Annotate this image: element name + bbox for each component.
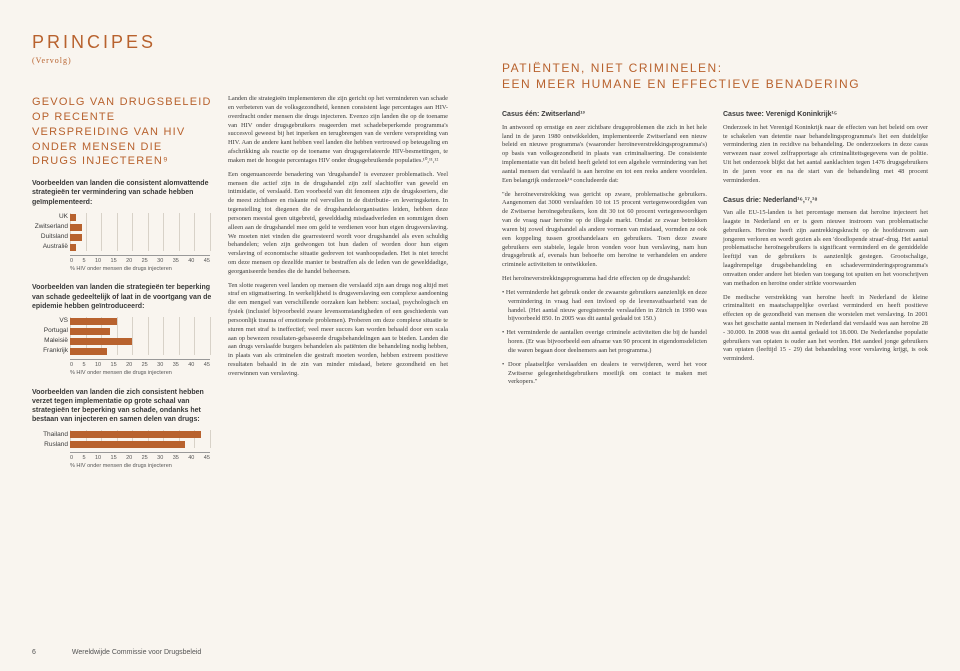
section-heading: GEVOLG VAN DRUGSBELEID OP RECENTE VERSPR…: [32, 95, 212, 169]
casus3-p1: Van alle EU-15-landen is het percentage …: [723, 209, 928, 288]
footer-page-number: 6: [32, 648, 36, 657]
casus3-head: Casus drie: Nederland¹⁶,¹⁷,¹⁸: [723, 196, 928, 205]
bar-row: Frankrijk: [70, 347, 210, 357]
page-subtitle: (Vervolg): [32, 56, 458, 67]
casus1-quote1: "de heroïneverstrekking was gericht op z…: [502, 191, 707, 270]
bar-label: Duitsland: [28, 233, 68, 242]
charts-column: GEVOLG VAN DRUGSBELEID OP RECENTE VERSPR…: [32, 95, 212, 471]
bar: [70, 318, 117, 325]
bar: [70, 441, 185, 448]
body-column: Landen die strategieën implementeren die…: [228, 95, 448, 471]
bar: [70, 348, 107, 355]
chart-caption: Voorbeelden van landen die strategieën t…: [32, 283, 212, 310]
chart-1: Voorbeelden van landen die consistent al…: [32, 179, 212, 273]
bar-label: Thailand: [28, 431, 68, 440]
right-col-2: Casus twee: Verenigd Koninkrijk¹⁵ Onderz…: [723, 110, 928, 392]
casus1-head: Casus één: Zwitserland¹³: [502, 110, 707, 119]
chart-3: Voorbeelden van landen die zich consiste…: [32, 388, 212, 471]
axis-note: % HIV onder mensen die drugs injecteren: [70, 463, 212, 470]
casus1-quote2: Het heroïneverstrekkingsprogramma had dr…: [502, 275, 707, 284]
right-heading: PATIËNTEN, NIET CRIMINELEN:EEN MEER HUMA…: [502, 60, 928, 92]
casus1-p1: In antwoord op ernstige en zeer zichtbar…: [502, 124, 707, 186]
casus3-p2: De medische verstrekking van heroïne hee…: [723, 294, 928, 365]
bar-label: VS: [28, 317, 68, 326]
body-para-3: Ten slotte reageren veel landen op mense…: [228, 282, 448, 379]
casus2-head: Casus twee: Verenigd Koninkrijk¹⁵: [723, 110, 928, 119]
bar-label: UK: [28, 213, 68, 222]
footer-org: Wereldwijde Commissie voor Drugsbeleid: [72, 648, 201, 657]
bar-label: Frankrijk: [28, 347, 68, 356]
bar-row: Rusland: [70, 440, 210, 450]
casus1-b2: • Het verminderde de aantallen overige c…: [508, 329, 707, 355]
body-para-1: Landen die strategieën implementeren die…: [228, 95, 448, 166]
axis-note: % HIV onder mensen die drugs injecteren: [70, 370, 212, 377]
bar: [70, 224, 82, 231]
footer: 6 Wereldwijde Commissie voor Drugsbeleid: [32, 648, 201, 657]
bar: [70, 338, 132, 345]
x-axis: 051015202530354045: [70, 452, 210, 462]
right-page: PATIËNTEN, NIET CRIMINELEN:EEN MEER HUMA…: [480, 0, 960, 671]
bar-row: UK: [70, 213, 210, 223]
chart-caption: Voorbeelden van landen die consistent al…: [32, 179, 212, 206]
page-title: PRINCIPES: [32, 30, 458, 54]
bar-row: VS: [70, 317, 210, 327]
body-para-2: Een ongenuanceerde benadering van 'drugs…: [228, 171, 448, 277]
bar-row: Portugal: [70, 327, 210, 337]
bar: [70, 244, 76, 251]
bar-row: Duitsland: [70, 233, 210, 243]
bar-label: Australië: [28, 243, 68, 252]
bar: [70, 431, 201, 438]
right-col-1: Casus één: Zwitserland¹³ In antwoord op …: [502, 110, 707, 392]
bar-label: Maleisië: [28, 337, 68, 346]
bar-row: Zwitserland: [70, 223, 210, 233]
casus1-b1: • Het verminderde het gebruik onder de z…: [508, 289, 707, 324]
left-page: PRINCIPES (Vervolg) GEVOLG VAN DRUGSBELE…: [0, 0, 480, 671]
casus2-p1: Onderzoek in het Verenigd Koninkrijk naa…: [723, 124, 928, 186]
bar-row: Australië: [70, 243, 210, 253]
x-axis: 051015202530354045: [70, 255, 210, 265]
bar-label: Zwitserland: [28, 223, 68, 232]
bar: [70, 214, 76, 221]
x-axis: 051015202530354045: [70, 359, 210, 369]
chart-2: Voorbeelden van landen die strategieën t…: [32, 283, 212, 377]
axis-note: % HIV onder mensen die drugs injecteren: [70, 266, 212, 273]
bar-label: Rusland: [28, 441, 68, 450]
bar-row: Maleisië: [70, 337, 210, 347]
bar-row: Thailand: [70, 430, 210, 440]
bar: [70, 234, 82, 241]
casus1-b3: • Door plaatselijke verslaafden en deale…: [508, 361, 707, 387]
chart-caption: Voorbeelden van landen die zich consiste…: [32, 388, 212, 424]
bar: [70, 328, 110, 335]
bar-label: Portugal: [28, 327, 68, 336]
